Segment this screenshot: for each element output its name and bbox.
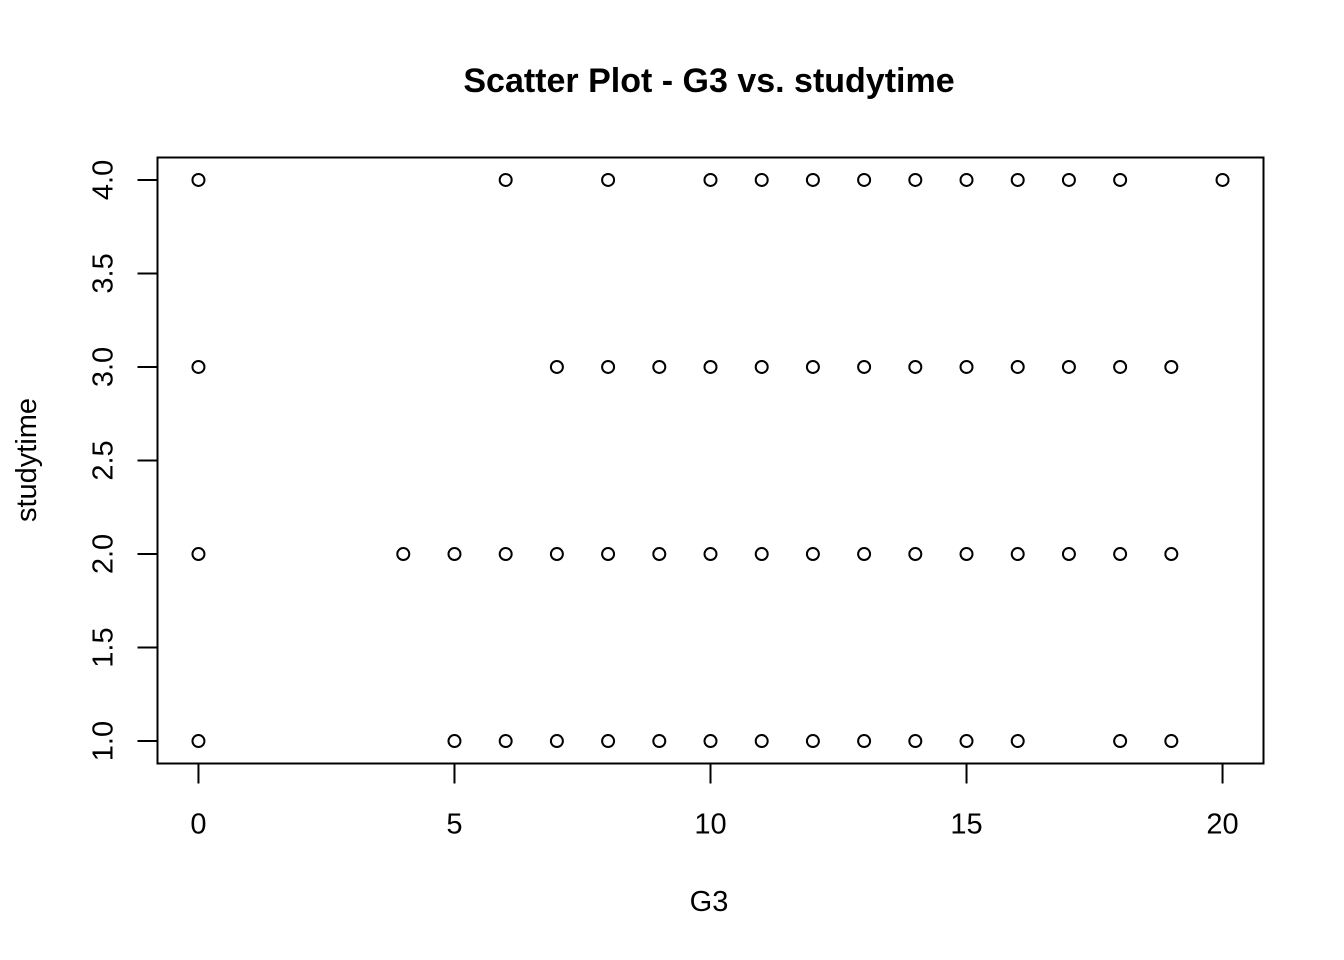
data-point xyxy=(191,734,206,749)
data-point xyxy=(1061,172,1076,187)
data-point xyxy=(447,734,462,749)
y-tick-label: 3.5 xyxy=(88,253,120,293)
data-point xyxy=(652,547,667,562)
data-point xyxy=(396,547,411,562)
data-point xyxy=(191,359,206,374)
data-point xyxy=(498,734,513,749)
data-point xyxy=(1164,359,1179,374)
data-point xyxy=(703,547,718,562)
data-point xyxy=(857,547,872,562)
data-point xyxy=(959,359,974,374)
chart-title: Scatter Plot - G3 vs. studytime xyxy=(463,62,954,100)
data-point xyxy=(601,734,616,749)
data-point xyxy=(549,547,564,562)
data-point xyxy=(652,359,667,374)
data-point xyxy=(549,359,564,374)
data-point xyxy=(191,172,206,187)
data-point xyxy=(703,172,718,187)
y-tick-label: 3.0 xyxy=(88,347,120,387)
data-point xyxy=(908,734,923,749)
y-tick-label: 2.0 xyxy=(88,534,120,574)
data-point xyxy=(908,547,923,562)
data-point xyxy=(1010,734,1025,749)
data-point xyxy=(805,734,820,749)
data-point xyxy=(1113,734,1128,749)
data-point xyxy=(1061,359,1076,374)
x-tick-label: 10 xyxy=(694,809,726,841)
data-point xyxy=(908,172,923,187)
data-point xyxy=(805,359,820,374)
data-point xyxy=(1113,172,1128,187)
data-point xyxy=(754,547,769,562)
data-point xyxy=(1010,172,1025,187)
data-point xyxy=(1113,359,1128,374)
data-point xyxy=(1010,547,1025,562)
x-axis-label: G3 xyxy=(690,886,729,918)
x-tick-label: 5 xyxy=(446,809,462,841)
data-point xyxy=(857,172,872,187)
data-point xyxy=(549,734,564,749)
data-point xyxy=(1164,547,1179,562)
plot-frame xyxy=(156,156,1265,765)
data-point xyxy=(857,734,872,749)
data-point xyxy=(754,734,769,749)
data-point xyxy=(601,172,616,187)
data-point xyxy=(1010,359,1025,374)
data-point xyxy=(959,547,974,562)
data-point xyxy=(959,172,974,187)
data-point xyxy=(703,734,718,749)
data-point xyxy=(601,547,616,562)
x-tick-label: 20 xyxy=(1206,809,1238,841)
x-tick-label: 0 xyxy=(190,809,206,841)
data-point xyxy=(191,547,206,562)
data-point xyxy=(703,359,718,374)
data-point xyxy=(1164,734,1179,749)
x-tick-label: 15 xyxy=(950,809,982,841)
data-point xyxy=(908,359,923,374)
data-point xyxy=(754,359,769,374)
y-tick-label: 4.0 xyxy=(88,160,120,200)
data-point xyxy=(805,172,820,187)
data-points xyxy=(191,172,1230,749)
data-point xyxy=(1113,547,1128,562)
y-tick-label: 2.5 xyxy=(88,440,120,480)
y-tick-label: 1.5 xyxy=(88,627,120,667)
data-point xyxy=(754,172,769,187)
data-point xyxy=(447,547,462,562)
data-point xyxy=(1061,547,1076,562)
data-point xyxy=(1215,172,1230,187)
data-point xyxy=(652,734,667,749)
data-point xyxy=(601,359,616,374)
x-axis: 0 5 10 15 20 xyxy=(190,762,1239,841)
data-point xyxy=(498,172,513,187)
data-point xyxy=(498,547,513,562)
y-axis: 1.0 1.5 2.0 2.5 3.0 3.5 4.0 xyxy=(88,160,159,761)
data-point xyxy=(805,547,820,562)
y-axis-label: studytime xyxy=(11,398,43,522)
data-point xyxy=(857,359,872,374)
y-tick-label: 1.0 xyxy=(88,721,120,761)
data-point xyxy=(959,734,974,749)
